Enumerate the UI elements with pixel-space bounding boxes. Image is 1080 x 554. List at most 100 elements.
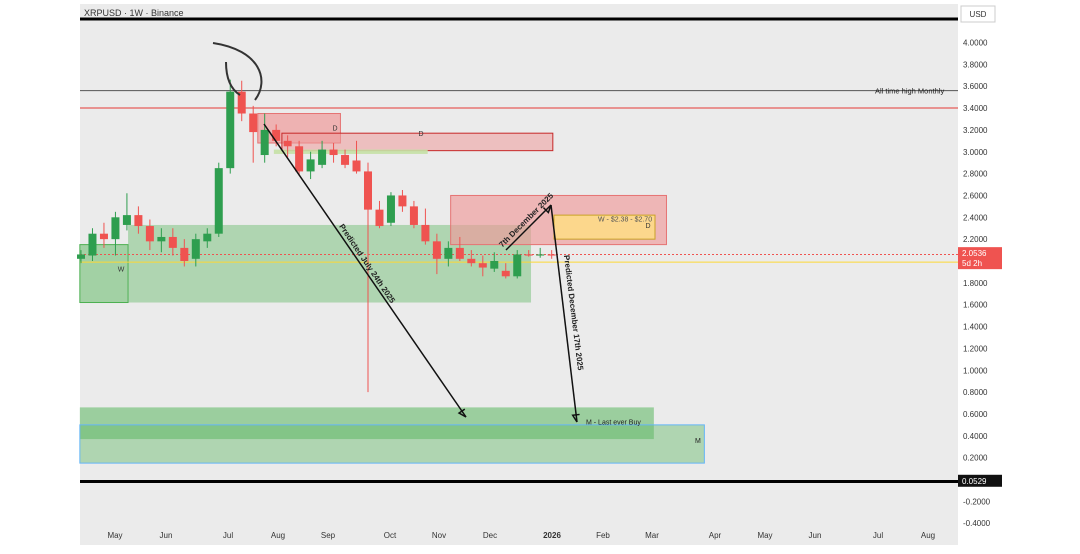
candle-body	[421, 224, 430, 242]
price-tag-bg	[958, 247, 1002, 270]
monthly-zone-2	[79, 424, 705, 464]
price-tick-label: 1.6000	[963, 301, 988, 310]
price-axis-background	[958, 4, 1002, 545]
candle-body	[444, 247, 453, 259]
candle-body	[524, 254, 533, 256]
candle-body	[352, 160, 361, 172]
price-tick-label: 3.6000	[963, 82, 988, 91]
candle-body	[547, 254, 556, 256]
candle-body	[145, 226, 154, 242]
candle-body	[260, 129, 269, 156]
candle-body	[283, 140, 292, 147]
price-tick-label: 4.0000	[963, 39, 988, 48]
candle-body	[490, 261, 499, 269]
candle-body	[478, 263, 487, 268]
candle-body	[249, 113, 258, 133]
arrow-july-head	[457, 408, 467, 418]
price-tick-label: 2.6000	[963, 191, 988, 200]
price-tick-label: 1.8000	[963, 279, 988, 288]
candle-body	[295, 146, 304, 172]
candle-body	[329, 149, 338, 156]
candle-body	[318, 149, 327, 165]
candle-body	[180, 247, 189, 261]
time-tick-label: Jun	[809, 531, 822, 540]
candle-body	[168, 236, 177, 248]
candle-body	[203, 233, 212, 242]
candle-body	[375, 209, 384, 227]
daily-zone-label-1: D	[332, 126, 337, 133]
price-tick-label: 1.2000	[963, 344, 988, 353]
time-tick-label: Feb	[596, 531, 610, 540]
candles-layer	[77, 79, 556, 393]
time-tick-label: Oct	[384, 531, 397, 540]
monthly-demand-zone	[79, 407, 654, 440]
price-axis[interactable]: 4.0000 3.8000 3.6000 3.4000 3.2000 3.0000 2.80…	[958, 39, 1002, 529]
candle-body	[272, 129, 281, 141]
price-tick-label: 1.0000	[963, 366, 988, 375]
time-tick-label: May	[757, 531, 772, 540]
candle-body	[306, 159, 315, 172]
price-tick-label: 2.8000	[963, 170, 988, 179]
candle-body	[157, 236, 166, 242]
price-tick-label: 2.2000	[963, 235, 988, 244]
time-tick-label: May	[107, 531, 122, 540]
time-tick-label: 2026	[543, 531, 561, 540]
candle-body	[467, 258, 476, 264]
candle-body	[432, 241, 441, 259]
price-tick-label: 0.2000	[963, 454, 988, 463]
bottom-price-tag-bg	[958, 474, 1002, 487]
time-tick-label: Sep	[321, 531, 336, 540]
time-tick-label: Aug	[271, 531, 285, 540]
arrow-december-head	[571, 413, 580, 423]
candle-body	[341, 155, 350, 165]
time-tick-label: Jun	[160, 531, 173, 540]
candle-body	[88, 233, 97, 256]
price-tick-label: 3.4000	[963, 104, 988, 113]
price-tick-label: 0.6000	[963, 410, 988, 419]
candle-body	[513, 254, 522, 277]
candle-body	[536, 254, 545, 256]
price-tick-label: 3.0000	[963, 148, 988, 157]
time-tick-label: Apr	[709, 531, 722, 540]
candle-body	[77, 254, 85, 259]
arrow-december-up	[505, 204, 552, 251]
highlight-zone-label: W - $2.38 - $2.70	[598, 216, 652, 223]
currency-button-label: USD	[970, 10, 987, 19]
candle-body	[214, 168, 223, 234]
arrow-july	[263, 123, 467, 418]
candle-body	[386, 195, 395, 223]
highlight-zone	[553, 214, 656, 240]
candle-body	[191, 239, 200, 259]
monthly-zone-2-label: M	[695, 438, 701, 445]
price-tick-label: -0.4000	[963, 519, 991, 528]
candle-body	[409, 206, 418, 225]
candle-body	[99, 233, 108, 240]
candle-body	[226, 91, 235, 169]
price-tag: 2.0536	[962, 249, 987, 258]
daily-zone-label-2: D	[418, 131, 423, 138]
time-tick-label: Jul	[223, 531, 233, 540]
time-tick-label: Dec	[483, 531, 497, 540]
price-tag-countdown: 5d 2h	[962, 259, 982, 268]
hand-drawn-hook	[212, 42, 263, 101]
candle-body	[111, 217, 120, 240]
time-tick-label: Mar	[645, 531, 659, 540]
daily-zone-label-3: D	[645, 223, 650, 230]
time-tick-label: Nov	[432, 531, 446, 540]
candle-body	[134, 215, 143, 227]
candle-body	[364, 171, 372, 210]
time-tick-label: Aug	[921, 531, 935, 540]
time-axis[interactable]: May Jun Jul Aug Sep Oct Nov Dec 2026 Feb Mar Apr May…	[107, 531, 935, 540]
supply-zone-3	[273, 149, 428, 154]
candle-body	[122, 215, 131, 225]
price-tick-label: 1.4000	[963, 323, 988, 332]
ath-label: All time high Monthly	[875, 87, 944, 96]
price-tick-label: 0.8000	[963, 388, 988, 397]
price-tick-label: 2.4000	[963, 213, 988, 222]
arrow-december-up-head	[542, 204, 552, 214]
candle-body	[455, 247, 464, 259]
monthly-zone-label: M - Last ever Buy	[586, 420, 641, 427]
price-tick-label: 3.2000	[963, 126, 988, 135]
currency-button[interactable]: USD	[960, 5, 996, 23]
